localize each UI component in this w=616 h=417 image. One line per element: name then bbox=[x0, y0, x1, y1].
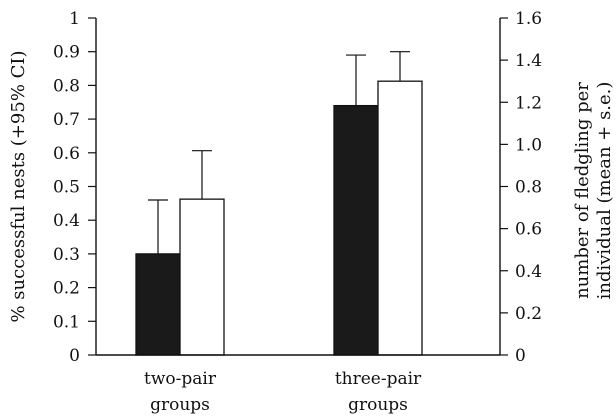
category-label: two-pair groups bbox=[144, 369, 217, 415]
bar-black bbox=[135, 253, 181, 356]
left-tick-label: 0.3 bbox=[53, 245, 80, 265]
left-tick-label: 0.6 bbox=[53, 144, 80, 164]
right-tick-label: 1.6 bbox=[515, 9, 542, 29]
right-axis-title: number of fledgling perindividual (mean … bbox=[572, 82, 615, 300]
left-axis-title: % successful nests (+95% CI) bbox=[8, 50, 29, 322]
right-tick-label: 0.8 bbox=[515, 178, 542, 198]
left-tick-label: 1 bbox=[69, 9, 80, 29]
right-axis-title-text: number of fledgling perindividual (mean … bbox=[572, 82, 615, 300]
left-tick-label: 0.2 bbox=[53, 279, 80, 299]
right-tick-label: 0.4 bbox=[515, 262, 542, 282]
right-tick-label: 1.0 bbox=[515, 135, 542, 155]
left-tick-label: 0.5 bbox=[53, 178, 80, 198]
category-labels: two-pair groups three-pair groups bbox=[144, 369, 422, 415]
left-tick-label: 0 bbox=[69, 346, 80, 366]
right-tick-label: 0.2 bbox=[515, 304, 542, 324]
right-tick-label: 1.2 bbox=[515, 93, 542, 113]
left-ticks: 0 0.1 0.2 0.3 0.4 0.5 0.6 0.7 0.8 0.9 1 bbox=[53, 9, 96, 366]
left-axis-title-text: % successful nests (+95% CI) bbox=[8, 50, 29, 322]
left-tick-label: 0.9 bbox=[53, 43, 80, 63]
bars-layer bbox=[135, 51, 423, 356]
right-tick-label: 0.6 bbox=[515, 220, 542, 240]
left-tick-label: 0.7 bbox=[53, 110, 80, 130]
category-label: three-pair groups bbox=[335, 369, 422, 415]
right-ticks: 0 0.2 0.4 0.6 0.8 1.0 1.2 1.4 1.6 bbox=[500, 9, 542, 366]
left-tick-label: 0.4 bbox=[53, 211, 80, 231]
bar-white bbox=[377, 80, 423, 356]
left-tick-label: 0.1 bbox=[53, 312, 80, 332]
bar-black bbox=[333, 104, 379, 356]
right-tick-label: 0 bbox=[515, 346, 526, 366]
right-tick-label: 1.4 bbox=[515, 51, 542, 71]
left-tick-label: 0.8 bbox=[53, 76, 80, 96]
bar-white bbox=[179, 198, 225, 356]
